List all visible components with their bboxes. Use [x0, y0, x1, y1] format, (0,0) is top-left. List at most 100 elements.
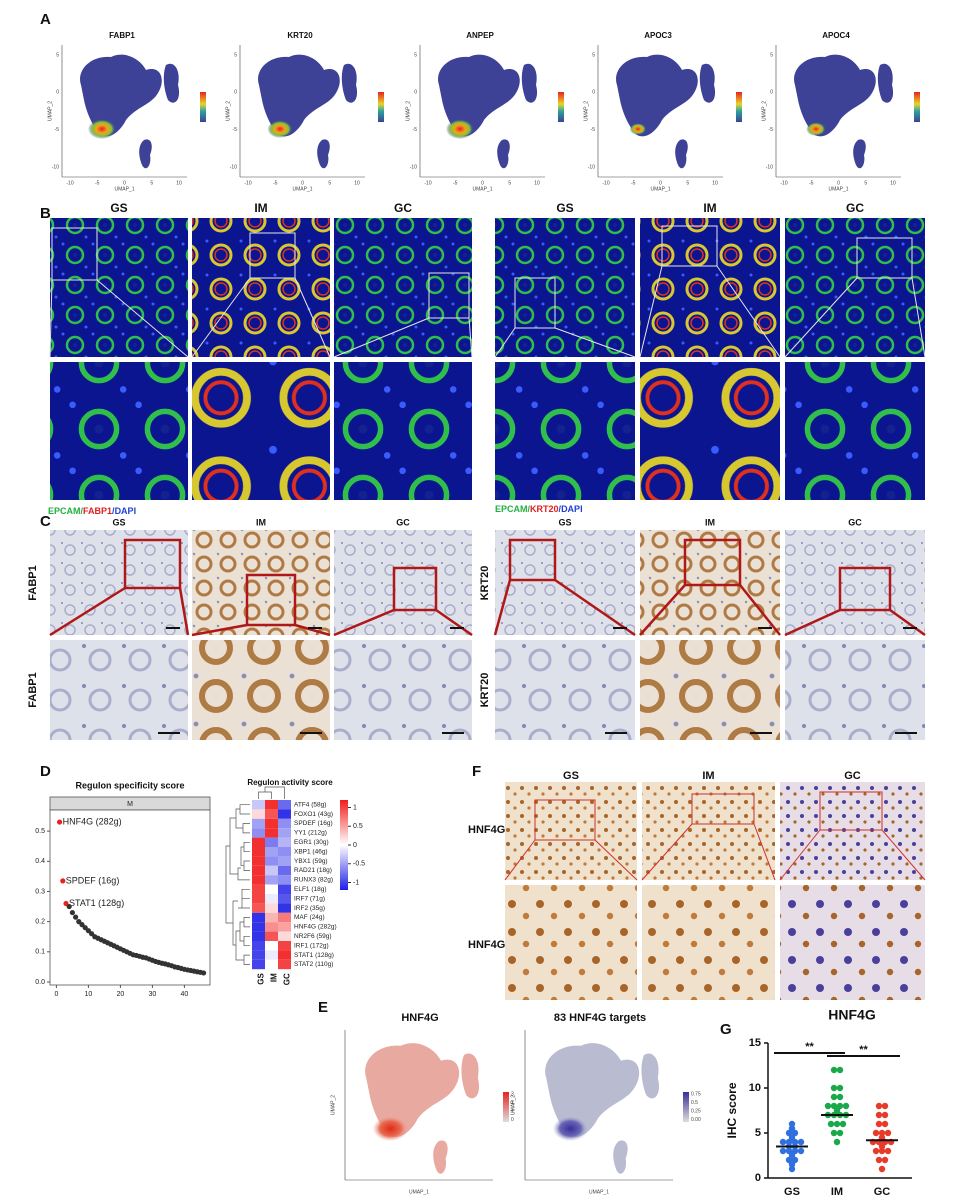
caption-part: EPCAM [48, 506, 81, 516]
umap-title: HNF4G [401, 1012, 438, 1024]
heat-cell [278, 800, 291, 810]
dot [872, 1147, 880, 1155]
column-label: GS [257, 973, 266, 985]
caption-part: EPCAM [495, 504, 528, 514]
group-label: GS [556, 201, 573, 215]
dot [785, 1156, 793, 1164]
umap-tick: -10 [588, 164, 595, 170]
heat-cell [265, 800, 278, 810]
axis-label: UMAP_2 [405, 101, 411, 121]
axis-label: UMAP_2 [761, 101, 767, 121]
zoom-line [716, 265, 781, 358]
micrograph [640, 530, 780, 635]
umap-cluster [794, 54, 876, 137]
umap-hotspot [446, 119, 474, 139]
heat-cell [265, 865, 278, 876]
umap-tick: 5 [56, 52, 59, 58]
dot [833, 1138, 841, 1146]
significance-label: ** [859, 1044, 868, 1056]
heat-cell [265, 884, 278, 894]
umap-cluster [136, 73, 145, 83]
group-label: IM [702, 770, 714, 782]
point [73, 914, 79, 920]
umap-cluster [609, 1064, 620, 1076]
point-label: HNF4G (282g) [63, 816, 122, 826]
heat-cell [265, 828, 278, 838]
umap-cluster [613, 1140, 628, 1174]
umap-tick: 5 [770, 52, 773, 58]
caption-part: DAPI [115, 506, 137, 516]
heat-cell [252, 941, 265, 951]
legend-label: 0 [511, 1117, 514, 1123]
gene-title: ANPEP [466, 31, 494, 40]
zoom-line [191, 623, 248, 637]
row-label: RUNX3 (82g) [294, 877, 333, 884]
color-bar [736, 92, 742, 122]
umap-tick: 0 [837, 180, 840, 186]
axis-label: UMAP_2 [583, 101, 589, 121]
axis-label: UMAP_1 [409, 1189, 429, 1195]
point [69, 909, 75, 916]
umap-tick: 5 [414, 52, 417, 58]
heat-cell [265, 847, 278, 857]
micrograph [785, 362, 925, 500]
micrograph [505, 885, 637, 1000]
legend-label: 1 [353, 804, 357, 811]
zoom-box [534, 799, 596, 841]
group-label: GC [848, 517, 862, 527]
caption-part: / [559, 504, 562, 514]
group-label: GC [844, 770, 861, 782]
umap-cluster [317, 139, 330, 169]
dot [779, 1147, 787, 1155]
dot [791, 1138, 799, 1146]
umap-cluster [699, 63, 716, 103]
umap-tick: 5 [864, 180, 867, 186]
micrograph [334, 218, 472, 357]
umap-cluster [672, 73, 681, 83]
micrograph [192, 218, 330, 357]
y-tick-label: 0 [755, 1172, 761, 1184]
axis-label: UMAP_2 [47, 101, 53, 121]
dot [884, 1129, 892, 1137]
facet-label: M [127, 801, 133, 808]
umap-cluster [341, 63, 358, 103]
zoom-box [514, 277, 556, 329]
y-tick-label: 10 [749, 1082, 761, 1094]
micrograph [640, 362, 780, 500]
group-label: GS [563, 770, 579, 782]
dot [827, 1120, 835, 1128]
zoom-line [333, 317, 430, 358]
umap-plot [258, 54, 358, 169]
chart-title: Regulon activity score [247, 778, 333, 787]
y-tick-label: 15 [749, 1037, 761, 1049]
heat-cell [252, 959, 265, 970]
dot [872, 1129, 880, 1137]
micrograph [495, 362, 635, 500]
umap-title: 83 HNF4G targets [554, 1012, 646, 1024]
zoom-line [493, 579, 512, 636]
caption-part: KRT20 [530, 504, 559, 514]
axis-label: IHC score [725, 1082, 739, 1138]
heat-cell [252, 818, 265, 829]
heat-cell [252, 809, 265, 819]
heat-cell [265, 922, 278, 932]
y-tick-label: 0.5 [35, 828, 45, 835]
row-label: RAD21 (18g) [294, 867, 332, 874]
heat-cell [265, 837, 278, 847]
heat-cell [278, 875, 291, 885]
heat-cell [278, 818, 291, 829]
panel-letter: D [40, 763, 51, 780]
dot [878, 1165, 886, 1173]
legend-label: 0.5 [691, 1100, 698, 1106]
umap-tick: -10 [410, 164, 417, 170]
legend-label: 3 [511, 1091, 514, 1097]
dot [875, 1120, 883, 1128]
heat-cell [278, 837, 291, 847]
umap-tick: 0 [481, 180, 484, 186]
row-label: ELF1 (18g) [294, 886, 327, 893]
axis-label: UMAP_2 [510, 1095, 516, 1115]
zoom-line [784, 277, 858, 358]
heat-cell [252, 828, 265, 838]
dot [824, 1102, 832, 1110]
dot [878, 1147, 886, 1155]
